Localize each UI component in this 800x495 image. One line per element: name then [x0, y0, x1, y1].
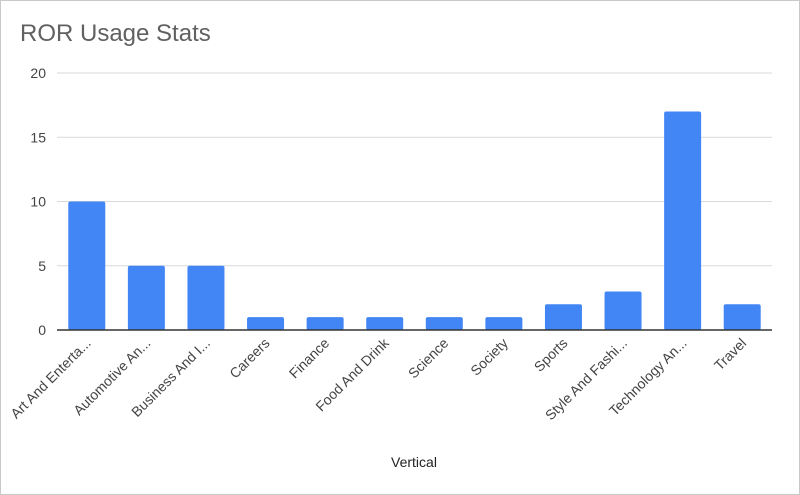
bar	[544, 304, 582, 330]
x-tick-label: Sports	[531, 335, 571, 375]
y-tick-label: 20	[30, 65, 46, 81]
x-tick-label: Society	[467, 335, 511, 379]
x-axis-ticks: Art And Enterta...Automotive An...Busine…	[7, 334, 749, 423]
bar	[664, 111, 702, 330]
y-tick-label: 0	[38, 322, 46, 338]
x-tick-label: Travel	[711, 335, 749, 373]
bar	[604, 291, 642, 330]
x-tick-label: Careers	[226, 335, 273, 382]
y-tick-label: 10	[30, 194, 46, 210]
y-tick-label: 5	[38, 258, 46, 274]
chart-title: ROR Usage Stats	[20, 20, 211, 47]
bar	[366, 317, 404, 330]
bar	[187, 265, 225, 330]
bar	[127, 265, 165, 330]
bar	[723, 304, 761, 330]
bar	[425, 317, 463, 330]
y-axis-ticks: 0 5 10 15 20	[30, 65, 46, 338]
x-tick-label: Finance	[286, 335, 333, 382]
gridlines	[57, 72, 772, 267]
x-axis-title: Vertical	[391, 454, 437, 470]
y-tick-label: 15	[30, 129, 46, 145]
bar	[306, 317, 344, 330]
bar	[485, 317, 523, 330]
bar	[247, 317, 285, 330]
x-tick-label: Science	[405, 335, 452, 382]
bar	[68, 201, 106, 330]
bars	[68, 111, 761, 330]
